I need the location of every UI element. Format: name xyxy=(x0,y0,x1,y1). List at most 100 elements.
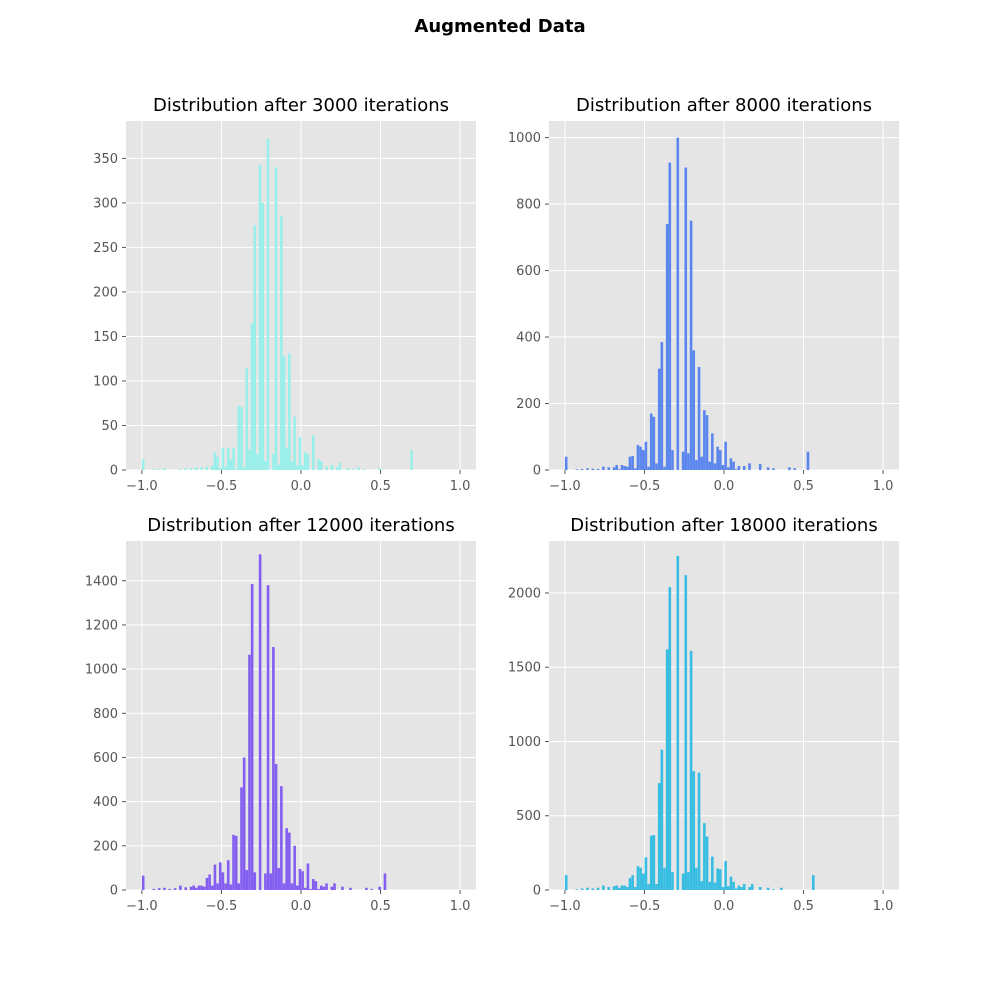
histogram-bar xyxy=(173,888,177,890)
histogram-bar xyxy=(758,887,762,890)
histogram-bar xyxy=(703,410,706,470)
histogram-bar xyxy=(218,468,222,470)
y-tick-label: 350 xyxy=(93,152,118,167)
x-tick-label: 0.5 xyxy=(793,479,814,494)
subplot-3: −1.0 −0.5 0.0 0.5 1.0 0 200 400 600 800 1000 1200 14… xyxy=(85,515,476,914)
histogram-bar xyxy=(564,456,568,470)
histogram-bar xyxy=(163,887,166,890)
histogram-bar xyxy=(633,887,637,890)
histogram-bar xyxy=(224,466,227,470)
x-tick-label: −0.5 xyxy=(629,479,661,494)
histogram-bar xyxy=(689,220,693,470)
histogram-bar xyxy=(285,447,288,470)
histogram-bar xyxy=(410,450,413,470)
histogram-bar xyxy=(671,450,674,470)
histogram-bar xyxy=(335,467,339,470)
histogram-bar xyxy=(280,216,283,470)
histogram-bar xyxy=(660,342,664,470)
histogram-bar xyxy=(351,469,355,470)
histogram-bar xyxy=(274,167,278,471)
histogram-bar xyxy=(618,887,621,890)
histogram-bar xyxy=(272,647,275,890)
histogram-bar xyxy=(580,469,584,470)
histogram-bar xyxy=(708,461,711,470)
histogram-bar xyxy=(277,867,281,890)
histogram-bar xyxy=(232,447,235,470)
histogram-bar xyxy=(708,881,711,890)
x-tick-label: 0.5 xyxy=(370,479,391,494)
histogram-bar xyxy=(362,469,366,470)
histogram-bar xyxy=(208,874,211,890)
histogram-bar xyxy=(639,446,642,470)
histogram-bar xyxy=(250,323,254,470)
histogram-bar xyxy=(681,873,685,890)
histogram-bar xyxy=(264,461,267,470)
histogram-bar xyxy=(780,887,783,890)
histogram-bar xyxy=(213,452,217,470)
histogram-bar xyxy=(266,138,270,470)
histogram-bar xyxy=(221,872,225,890)
histogram-bar xyxy=(210,885,214,890)
y-tick-label: 0 xyxy=(533,464,541,479)
x-tick-label: −0.5 xyxy=(206,479,238,494)
histogram-bar xyxy=(811,875,815,890)
histogram-bar xyxy=(652,416,656,470)
histogram-bar xyxy=(719,869,722,890)
histogram-bar xyxy=(303,452,307,470)
histogram-bar xyxy=(378,468,381,470)
histogram-bar xyxy=(205,466,209,470)
histogram-bar xyxy=(322,886,326,890)
histogram-bar xyxy=(319,885,323,890)
histogram-bar xyxy=(277,464,281,470)
histogram-bar xyxy=(266,585,270,890)
histogram-bar xyxy=(655,463,658,470)
histogram-bar xyxy=(626,887,629,890)
histogram-bar xyxy=(668,587,672,890)
histogram-bar xyxy=(793,468,796,470)
y-tick-label: 1500 xyxy=(508,661,541,676)
histogram-bar xyxy=(737,885,741,890)
histogram-bar xyxy=(652,835,656,890)
histogram-bar xyxy=(711,433,714,470)
histogram-bar xyxy=(296,465,299,470)
histogram-bar xyxy=(357,467,360,470)
y-tick-label: 600 xyxy=(516,264,541,279)
histogram-bar xyxy=(317,459,320,470)
x-tick-label: 0.0 xyxy=(714,479,735,494)
histogram-bar xyxy=(205,877,209,890)
y-tick-label: 0 xyxy=(110,464,118,479)
histogram-bar xyxy=(301,871,304,890)
histogram-bar xyxy=(258,554,262,890)
histogram-bar xyxy=(641,873,645,890)
histogram-bar xyxy=(232,834,235,890)
histogram-bar xyxy=(721,465,725,470)
y-tick-label: 150 xyxy=(93,330,118,345)
y-tick-label: 0 xyxy=(533,884,541,899)
histogram-bar xyxy=(280,786,283,890)
histogram-bar xyxy=(282,356,286,470)
histogram-bar xyxy=(647,466,650,470)
histogram-bar xyxy=(586,468,589,470)
histogram-bar xyxy=(258,164,262,471)
y-tick-label: 300 xyxy=(93,196,118,211)
histogram-bar xyxy=(596,469,600,470)
histogram-bar xyxy=(269,873,273,890)
histogram-bar xyxy=(703,823,706,890)
histogram-bar xyxy=(596,887,600,890)
y-tick-label: 200 xyxy=(93,285,118,300)
y-tick-label: 100 xyxy=(93,374,118,389)
histogram-bar xyxy=(290,883,294,890)
histogram-bar xyxy=(346,468,350,470)
histogram-bar xyxy=(695,460,698,470)
histogram-bar xyxy=(575,469,579,470)
histogram-bar xyxy=(341,886,344,890)
histogram-bar xyxy=(224,883,227,890)
histogram-bar xyxy=(636,866,640,890)
x-tick-label: −1.0 xyxy=(549,479,581,494)
histogram-bar xyxy=(141,875,145,890)
histogram-bar xyxy=(612,467,616,470)
histogram-bar xyxy=(687,453,690,470)
histogram-bar xyxy=(213,864,217,890)
histogram-bar xyxy=(660,749,664,890)
